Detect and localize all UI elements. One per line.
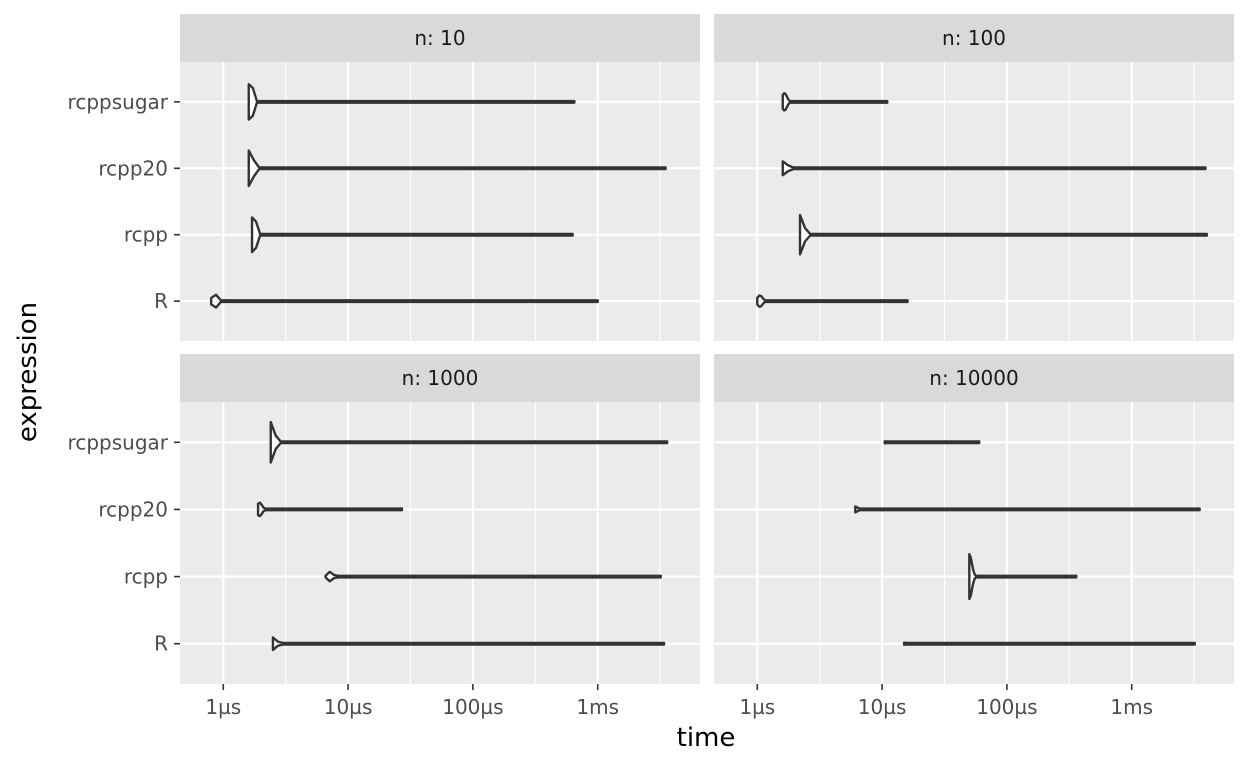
y-tick-label: rcpp20: [98, 497, 168, 521]
violin-R: [756, 294, 909, 308]
violin-R: [209, 293, 599, 309]
facet-strip: [180, 14, 700, 62]
violin-rcpp20: [256, 501, 404, 518]
facet-panel: n: 1000: [180, 354, 700, 684]
facet-panel: n: 10000: [714, 354, 1234, 684]
facet-strip: [714, 14, 1234, 62]
x-axis-title: time: [677, 723, 736, 753]
violin-rcpp20: [854, 505, 1201, 514]
facet-strip-label: n: 1000: [402, 366, 479, 390]
violin-rcppsugar: [247, 83, 576, 121]
panel-background: [714, 62, 1234, 341]
panel-background: [180, 402, 700, 684]
violin-rcpp20: [247, 149, 667, 188]
y-tick-label: rcpp: [124, 565, 168, 589]
violin-rcpp: [324, 570, 662, 583]
y-tick-label: rcppsugar: [68, 90, 169, 114]
y-axis-title: expression: [13, 302, 43, 442]
y-tick-label: rcpp: [124, 223, 168, 247]
facet-panels: n: 10 n: 100 n: 1000 n: 10000: [180, 14, 1234, 684]
x-tick-label: 1µs: [205, 695, 241, 719]
facet-strip: [714, 354, 1234, 402]
x-tick-label: 100µs: [442, 695, 503, 719]
facet-strip-label: n: 10: [414, 26, 465, 50]
x-tick-label: 1ms: [576, 695, 619, 719]
violin-R: [271, 636, 666, 652]
violin-rcpp: [798, 213, 1209, 256]
x-tick-label: 100µs: [976, 695, 1037, 719]
y-tick-label: rcppsugar: [68, 430, 169, 454]
facet-strip-label: n: 10000: [929, 366, 1018, 390]
panel-background: [180, 62, 700, 341]
y-tick-label: R: [154, 289, 168, 313]
y-tick-label: R: [154, 632, 168, 656]
violin-R: [902, 641, 1196, 646]
y-tick-label: rcpp20: [98, 156, 168, 180]
violin-rcppsugar: [269, 420, 669, 464]
violin-rcpp: [968, 552, 1078, 601]
panel-background: [714, 402, 1234, 684]
x-tick-label: 1ms: [1110, 695, 1153, 719]
x-tick-label: 1µs: [739, 695, 775, 719]
violin-rcppsugar: [883, 440, 981, 445]
x-tick-label: 10µs: [858, 695, 907, 719]
violin-rcpp: [250, 216, 574, 254]
facet-panel: n: 100: [714, 14, 1234, 341]
facet-strip-label: n: 100: [942, 26, 1006, 50]
facet-panel: n: 10: [180, 14, 700, 341]
violin-rcppsugar: [781, 92, 889, 112]
x-tick-label: 10µs: [324, 695, 373, 719]
violin-rcpp20: [781, 160, 1207, 177]
facet-strip: [180, 354, 700, 402]
